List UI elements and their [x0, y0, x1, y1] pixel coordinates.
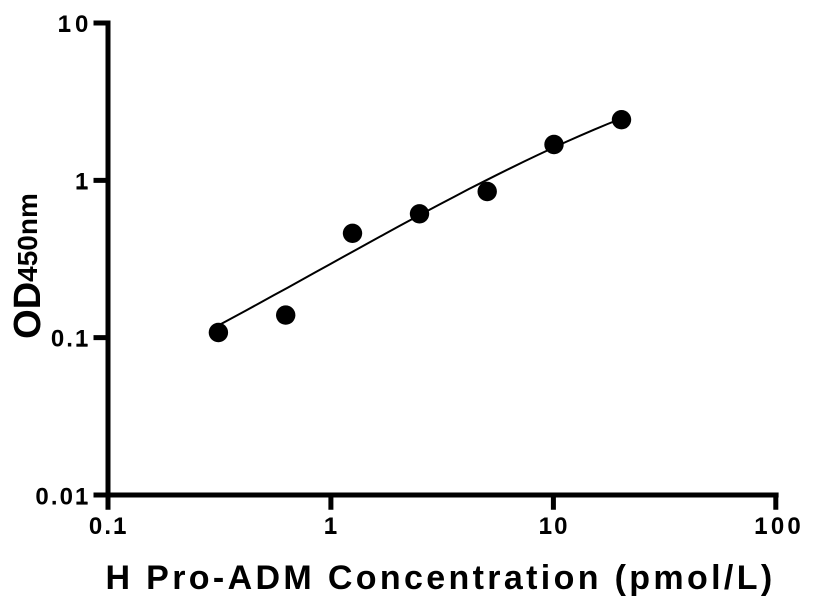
- svg-text:10: 10: [58, 11, 93, 38]
- svg-text:0.1: 0.1: [89, 513, 129, 540]
- svg-text:H Pro-ADM Concentration (pmol/: H Pro-ADM Concentration (pmol/L): [105, 559, 775, 597]
- svg-text:0.01: 0.01: [35, 484, 90, 511]
- svg-text:OD450nm: OD450nm: [7, 193, 49, 339]
- svg-text:10: 10: [539, 513, 570, 540]
- svg-text:0.1: 0.1: [51, 326, 91, 353]
- svg-text:1: 1: [75, 168, 90, 195]
- svg-text:100: 100: [754, 513, 804, 540]
- svg-text:1: 1: [324, 513, 339, 540]
